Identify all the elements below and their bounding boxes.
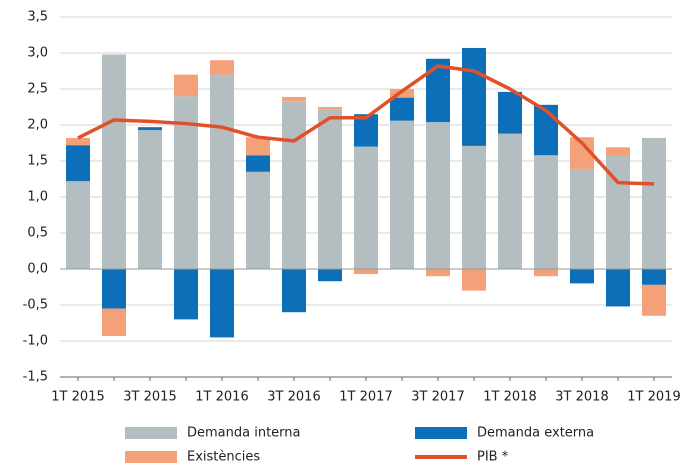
bar: [210, 269, 234, 338]
bar: [426, 269, 450, 277]
y-tick-label: -1,0: [23, 334, 48, 349]
bar: [246, 155, 270, 172]
y-tick-label: 2,0: [27, 118, 48, 133]
x-tick-label: 1T 2016: [195, 390, 248, 405]
bar: [282, 101, 306, 270]
bar: [498, 91, 522, 134]
bar: [66, 137, 90, 146]
bar: [318, 269, 342, 282]
bar: [66, 181, 90, 269]
bar: [642, 269, 666, 285]
bar: [210, 74, 234, 269]
y-tick-label: 1,5: [27, 154, 48, 169]
x-tick-label: 1T 2017: [339, 390, 392, 405]
bar: [354, 146, 378, 269]
y-tick-label: -0,5: [23, 298, 48, 313]
y-tick-label: 3,5: [27, 10, 48, 25]
bar: [390, 120, 414, 270]
y-tick-label: 3,0: [27, 46, 48, 61]
bar: [534, 269, 558, 277]
y-tick-label: 0,0: [27, 262, 48, 277]
x-tick-label: 3T 2017: [411, 390, 464, 405]
bar: [102, 54, 126, 269]
bar: [318, 107, 342, 110]
bar: [534, 155, 558, 269]
legend-label: PIB *: [477, 450, 509, 465]
line: [77, 64, 655, 186]
legend-swatch: [415, 427, 467, 439]
bar: [66, 145, 90, 182]
bar: [462, 145, 486, 269]
legend-swatch: [125, 427, 177, 439]
bar: [426, 58, 450, 123]
x-tick-label: 3T 2015: [123, 390, 176, 405]
bar: [102, 269, 126, 309]
bar: [390, 97, 414, 121]
x-tick-label: 3T 2018: [555, 390, 608, 405]
bar: [246, 171, 270, 269]
bar: [606, 269, 630, 307]
x-tick-label: 1T 2015: [51, 390, 104, 405]
bar: [246, 137, 270, 156]
y-tick-label: -1,5: [23, 370, 48, 385]
bar: [318, 109, 342, 269]
bar: [498, 133, 522, 269]
bar: [570, 169, 594, 269]
bar: [138, 127, 162, 131]
bar: [210, 60, 234, 75]
bar: [354, 114, 378, 147]
bar: [174, 269, 198, 320]
bar: [354, 269, 378, 275]
bar: [462, 47, 486, 146]
bar: [138, 130, 162, 269]
bar: [102, 308, 126, 336]
bar: [426, 122, 450, 270]
y-tick-label: 2,5: [27, 82, 48, 97]
bar: [642, 284, 666, 316]
y-tick-label: 0,5: [27, 226, 48, 241]
legend-swatch: [125, 451, 177, 463]
legend-label: Demanda externa: [477, 426, 594, 441]
bar: [570, 269, 594, 284]
bar: [642, 137, 666, 269]
bar: [534, 104, 558, 156]
legend-label: Existències: [187, 450, 260, 465]
x-tick-label: 1T 2019: [627, 390, 680, 405]
x-tick-label: 1T 2018: [483, 390, 536, 405]
x-tick-label: 3T 2016: [267, 390, 320, 405]
bar: [174, 74, 198, 97]
bar: [282, 96, 306, 102]
legend-label: Demanda interna: [187, 426, 301, 441]
bar: [282, 269, 306, 313]
bar: [462, 269, 486, 291]
bar: [606, 147, 630, 156]
y-tick-label: 1,0: [27, 190, 48, 205]
